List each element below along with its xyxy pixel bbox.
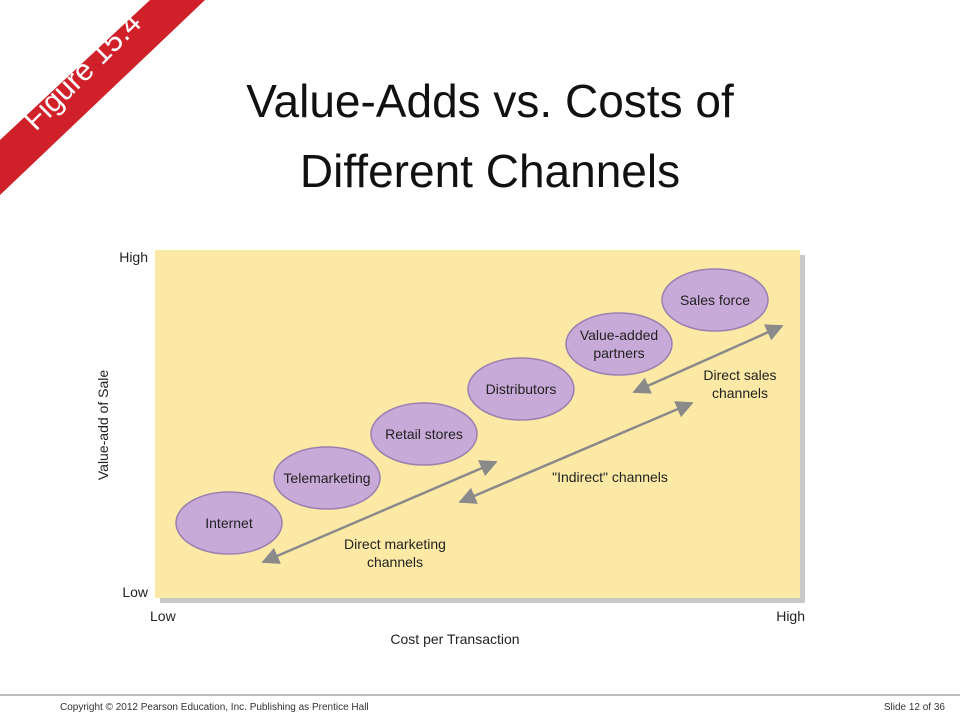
x-axis-label: Cost per Transaction [390,631,520,647]
node-ellipse [565,312,673,376]
arrow [261,460,498,564]
node-label: Distributors [485,381,557,397]
y-low: Low [122,584,148,600]
node-label: Sales force [679,292,751,308]
slide-number: Slide 12 of 36 [883,702,945,713]
copyright: Copyright © 2012 Pearson Education, Inc.… [60,702,369,713]
y-axis-label: Value-add of Sale [95,369,111,481]
title: Value-Adds vs. Costs of Different Channe… [246,75,734,197]
node-ellipse [273,446,381,510]
node-ellipse [175,491,283,555]
node-label: Internet [205,515,253,531]
x-high: High [776,608,805,624]
node-ellipse [661,268,769,332]
banner-band [0,0,205,195]
node-label: Retail stores [385,426,463,442]
y-high: High [119,249,148,265]
x-low: Low [150,608,176,624]
node-label: Telemarketing [283,470,371,486]
node-ellipse [370,402,478,466]
arrow [458,401,694,504]
node-ellipse [467,357,575,421]
arrow-label: "Indirect" channels [552,469,668,485]
node-label: Value-added partners [579,327,659,361]
arrow-label: Direct sales channels [703,367,777,401]
arrow-label: Direct marketing channels [344,536,446,570]
arrow [632,324,784,394]
